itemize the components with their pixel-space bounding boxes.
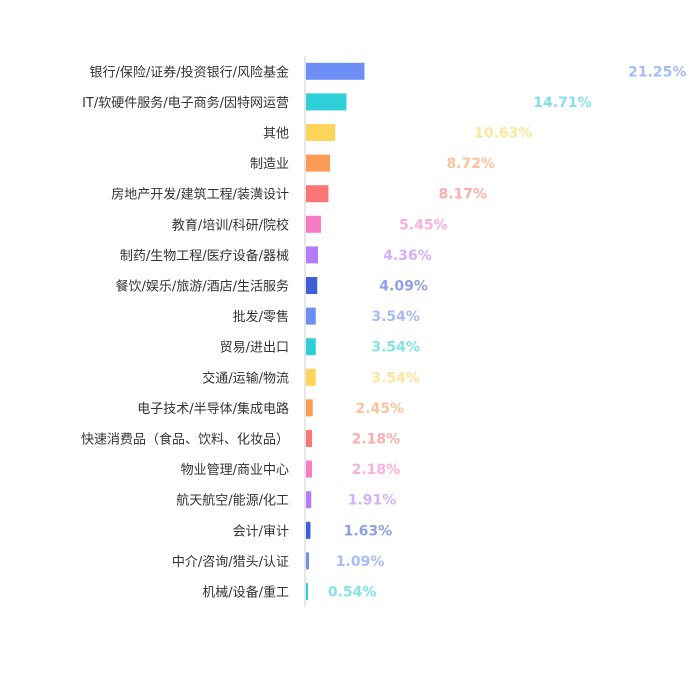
data-label: 2.18% [352,432,401,448]
category-label: 餐饮/娱乐/旅游/酒店/生活服务 [115,279,289,295]
bar [306,307,316,325]
category-label: 贸易/进出口 [220,341,289,356]
category-label: 交通/运输/物流 [202,370,289,386]
bar [306,185,329,203]
category-label: 中介/咨询/猎头/认证 [172,555,289,570]
data-label: 2.45% [356,401,405,417]
data-label: 1.09% [336,554,385,570]
bar [306,215,321,233]
data-label: 14.71% [533,95,591,111]
category-label: 银行/保险/证券/投资银行/风险基金 [89,64,289,80]
bar [306,521,311,539]
bar [306,154,330,172]
data-label: 3.54% [371,370,420,386]
category-label: 快速消费品（食品、饮料、化妆品） [81,432,289,448]
bar [306,93,347,111]
bar [306,277,318,294]
bar [306,491,312,509]
category-label: 机械/设备/重工 [202,585,289,601]
category-label: 会计/审计 [233,524,289,539]
bar [306,368,316,386]
bar [306,62,365,80]
category-label: 房地产开发/建筑工程/装潢设计 [111,187,289,203]
category-labels: 银行/保险/证券/投资银行/风险基金 IT/软硬件服务/电子商务/因特网运营其他制… [81,64,289,600]
category-label: 批发/零售 [233,309,289,325]
data-label: 4.36% [383,248,432,264]
data-label: 5.45% [399,217,448,233]
data-label: 8.17% [438,187,487,203]
bar [306,399,313,417]
data-label: 2.18% [352,462,401,478]
bar [306,460,312,478]
data-label: 1.91% [348,493,397,509]
category-label: 其他 [263,127,289,142]
category-label: 电子技术/半导体/集成电路 [137,401,289,417]
data-label: 10.63% [474,126,532,142]
bar [306,430,312,447]
data-label: 1.63% [344,523,393,539]
category-label: 物业管理/商业中心 [181,463,289,478]
data-label: 3.54% [371,309,420,325]
category-label: 制造业 [250,157,289,172]
data-label: 4.09% [379,279,428,295]
bar [306,124,336,141]
data-label: 21.25% [628,64,686,80]
category-label: 制药/生物工程/医疗设备/器械 [120,248,289,264]
bar [306,246,318,264]
data-label: 3.54% [371,340,420,356]
bars [306,62,365,600]
bar [306,552,309,570]
data-label: 0.54% [328,585,377,601]
value-labels: 21.25% 14.71%10.63% 8.72% 8.17% 5.45% 4.36% 4.… [328,64,687,600]
category-label: 教育/培训/科研/院校 [172,217,289,233]
category-label: 航天航空/能源/化工 [176,493,289,509]
bar [306,583,308,600]
category-label: IT/软硬件服务/电子商务/因特网运营 [82,95,289,111]
data-label: 8.72% [446,156,495,172]
bar [306,338,316,356]
